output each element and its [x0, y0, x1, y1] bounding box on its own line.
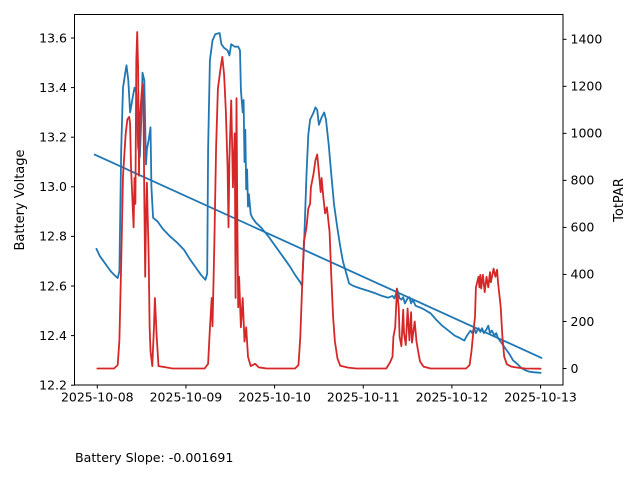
stats-annotation: Battery Slope: -0.001691 Battery Min: 12… [75, 419, 350, 480]
x-tick-label: 2025-10-12 [416, 390, 489, 405]
y-right-tick-label: 200 [571, 314, 595, 329]
x-tick-label: 2025-10-13 [504, 390, 577, 405]
y-right-tick-label: 600 [571, 220, 595, 235]
battery-trend-line [93, 153, 543, 359]
y-left-tick-label: 12.4 [39, 328, 67, 343]
series-lines [93, 31, 543, 374]
axes: 2025-10-08 2025-10-09 2025-10-10 2025-10-11… [39, 14, 603, 405]
y-right-tick-label: 1200 [571, 79, 603, 94]
battery-voltage-line [95, 32, 542, 374]
y-right-tick-label: 800 [571, 173, 595, 188]
y-right-tick-label: 1400 [571, 32, 603, 47]
y-left-tick-label: 12.6 [39, 278, 67, 293]
x-tick-label: 2025-10-09 [150, 390, 223, 405]
y-left-tick-label: 12.8 [39, 229, 67, 244]
y-left-tick-label: 13.4 [39, 80, 67, 95]
y-right-axis-label: TotPAR [612, 178, 627, 223]
y-left-tick-label: 13.0 [39, 179, 67, 194]
stat-line-battery-slope: Battery Slope: -0.001691 [75, 449, 234, 465]
y-left-tick-label: 12.2 [39, 377, 67, 392]
totpar-line [96, 31, 542, 370]
y-left-axis-label: Battery Voltage [13, 149, 28, 250]
x-tick-label: 2025-10-11 [327, 390, 400, 405]
plot-frame [74, 14, 564, 386]
y-right-tick-label: 0 [571, 361, 579, 376]
y-right-tick-label: 1000 [571, 126, 603, 141]
y-right-tick-label: 400 [571, 267, 595, 282]
x-tick-label: 2025-10-08 [61, 390, 134, 405]
y-left-tick-label: 13.2 [39, 130, 67, 145]
y-left-tick-label: 13.6 [39, 30, 67, 45]
x-tick-label: 2025-10-10 [238, 390, 311, 405]
